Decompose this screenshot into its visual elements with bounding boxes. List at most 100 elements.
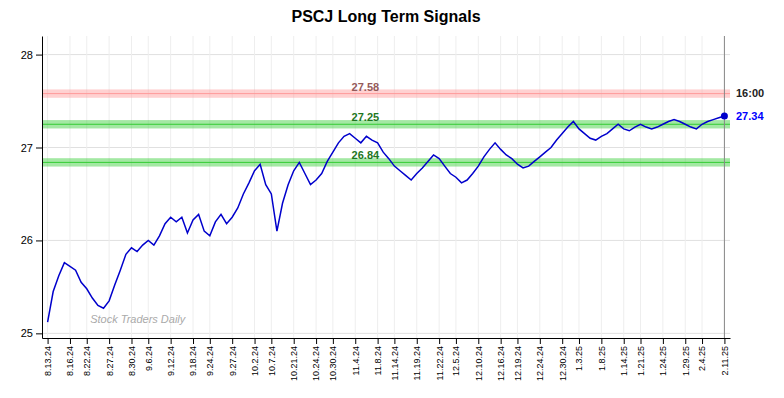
grid-line-x <box>539 36 540 338</box>
x-tick: 9.12.24 <box>166 338 176 376</box>
grid-line-x <box>316 36 317 338</box>
x-tick-mark <box>478 338 479 344</box>
x-tick-label: 12.16.24 <box>496 346 506 381</box>
x-tick-label: 8.16.24 <box>65 346 75 376</box>
grid-line-x <box>271 36 272 338</box>
x-tick-label: 9.27.24 <box>228 346 238 376</box>
x-axis-line <box>43 338 731 339</box>
x-tick-label: 2.11.25 <box>720 346 730 375</box>
reference-band <box>42 89 730 97</box>
title: PSCJ Long Term Signals <box>291 8 480 25</box>
x-tick-mark <box>87 338 88 344</box>
reference-line <box>42 93 730 94</box>
x-tick-label: 8.27.24 <box>105 346 115 376</box>
x-tick-mark <box>579 338 580 344</box>
x-tick-mark <box>641 338 642 344</box>
x-tick: 12.24.24 <box>535 338 545 381</box>
x-tick-mark <box>271 338 272 344</box>
grid-line-x <box>148 36 149 338</box>
x-tick-label: 10.7.24 <box>267 346 277 376</box>
x-tick-mark <box>70 338 71 344</box>
x-tick-label: 11.14.24 <box>390 346 400 380</box>
reference-band <box>42 158 730 166</box>
x-tick: 10.2.24 <box>250 338 260 376</box>
grid-line-x <box>439 36 440 338</box>
x-tick-label: 8.22.24 <box>82 346 92 376</box>
grid-line-x <box>232 36 233 338</box>
x-tick: 2.4.25 <box>697 338 707 371</box>
y-tick-label: 27 <box>21 142 33 154</box>
y-tick: 25 <box>21 327 42 339</box>
x-tick: 10.21.24 <box>289 338 299 381</box>
y-tick: 26 <box>21 234 42 246</box>
grid-line-x <box>640 36 641 338</box>
grid-line-x <box>662 36 663 338</box>
grid-line-x <box>109 36 110 338</box>
x-axis: 8.13.248.16.248.22.248.27.248.30.249.6.2… <box>43 338 731 381</box>
grid-line-x <box>562 36 563 338</box>
grid-line-x <box>623 36 624 338</box>
x-tick-mark <box>232 338 233 344</box>
x-tick-label: 9.12.24 <box>166 346 176 376</box>
y-tick: 27 <box>21 142 42 154</box>
x-tick-mark <box>255 338 256 344</box>
grid-line-x <box>685 36 686 338</box>
y-tick: 28 <box>21 49 42 61</box>
x-tick-label: 10.2.24 <box>250 346 260 376</box>
y-tick-label: 28 <box>21 49 33 61</box>
grid-line-x <box>702 36 703 338</box>
x-tick: 8.27.24 <box>105 338 115 376</box>
grid-line-x <box>724 36 725 338</box>
grid-line-y <box>42 333 730 334</box>
x-tick: 1.3.25 <box>574 338 584 371</box>
x-tick-label: 11.8.24 <box>373 346 383 375</box>
x-tick-mark <box>724 338 725 344</box>
grid-line-x <box>254 36 255 338</box>
x-tick: 12.10.24 <box>474 338 484 381</box>
grid-line-y <box>42 240 730 241</box>
last-point <box>721 112 728 119</box>
x-tick-mark <box>210 338 211 344</box>
x-tick-label: 12.10.24 <box>474 346 484 381</box>
grid-line-x <box>209 36 210 338</box>
x-tick-mark <box>685 338 686 344</box>
x-tick: 1.24.25 <box>658 338 668 376</box>
x-tick-label: 12.30.24 <box>558 346 568 381</box>
x-tick-mark <box>501 338 502 344</box>
x-tick-mark <box>131 338 132 344</box>
x-tick: 2.11.25 <box>720 338 730 375</box>
x-tick: 1.8.25 <box>597 338 607 371</box>
y-axis: 25 26 27 28 <box>21 37 43 340</box>
x-tick: 11.14.24 <box>390 338 400 380</box>
x-tick-mark <box>624 338 625 344</box>
x-tick-label: 12.19.24 <box>513 346 523 381</box>
marks <box>42 36 730 338</box>
x-tick: 11.4.24 <box>351 338 361 375</box>
x-tick-label: 2.4.25 <box>697 346 707 371</box>
grid-line-x <box>86 36 87 338</box>
grid-line-x <box>416 36 417 338</box>
y-tick-mark <box>36 240 42 241</box>
x-tick: 11.22.24 <box>435 338 445 380</box>
x-tick-label: 1.14.25 <box>619 346 629 376</box>
reference-band <box>42 120 730 128</box>
x-tick-mark <box>355 338 356 344</box>
chart: 252627288.13.248.16.248.22.248.27.248.30… <box>0 0 784 398</box>
x-tick-label: 11.22.24 <box>435 346 445 380</box>
reference-label: 27.25 <box>352 111 380 123</box>
grid-line-x <box>601 36 602 338</box>
grid-line-x <box>332 36 333 338</box>
x-tick: 11.8.24 <box>373 338 383 375</box>
x-tick-label: 11.4.24 <box>351 346 361 375</box>
last-annotation: 27.34 <box>736 110 764 122</box>
x-tick-label: 12.5.24 <box>451 346 461 376</box>
grid-line-x <box>455 36 456 338</box>
grid-line-x <box>293 36 294 338</box>
y-tick-label: 25 <box>21 327 33 339</box>
x-tick-mark <box>702 338 703 344</box>
x-tick-label: 1.8.25 <box>597 346 607 371</box>
x-tick-mark <box>333 338 334 344</box>
x-tick-mark <box>316 338 317 344</box>
x-tick-mark <box>193 338 194 344</box>
x-tick-mark <box>562 338 563 344</box>
